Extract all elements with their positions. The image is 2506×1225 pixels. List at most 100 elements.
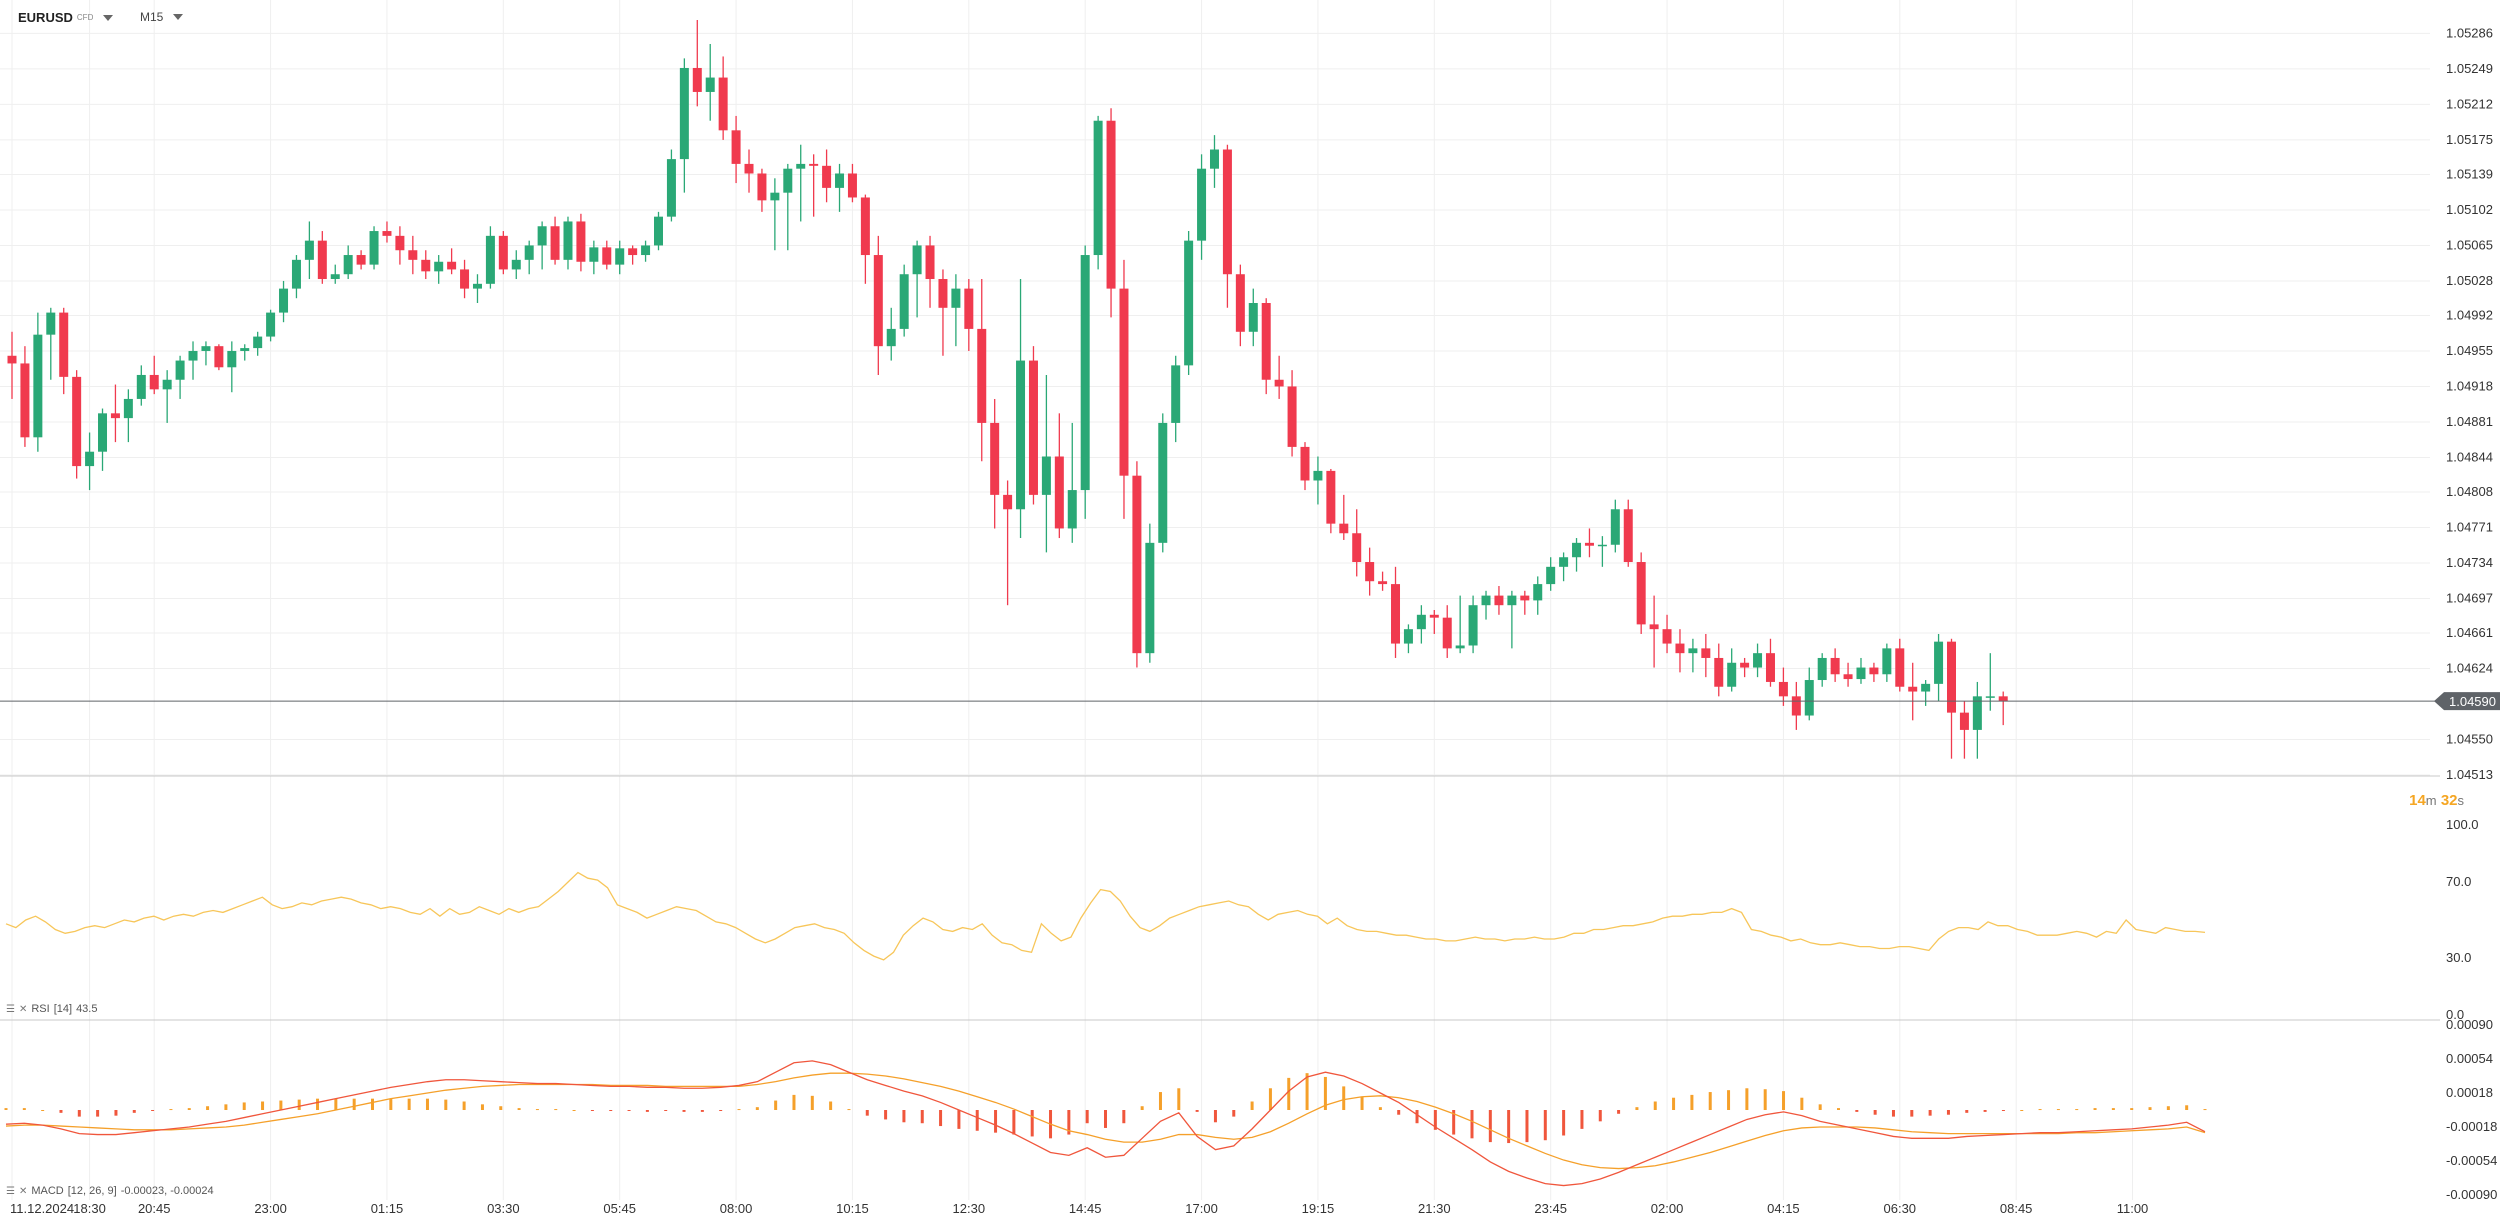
candle-body xyxy=(1921,683,1931,692)
time-axis-label: 11.12.2024 xyxy=(10,1201,74,1216)
candle-body xyxy=(1274,379,1284,387)
candle-body xyxy=(925,245,935,280)
candle xyxy=(1662,614,1672,654)
candle xyxy=(1972,681,1982,759)
macd-histogram-bar xyxy=(609,1110,613,1111)
candle-body xyxy=(1235,274,1245,332)
candle xyxy=(1235,264,1245,347)
macd-histogram-bar xyxy=(1782,1091,1786,1110)
macd-histogram-bar xyxy=(700,1110,704,1112)
candle-body xyxy=(1339,523,1349,534)
candle-body xyxy=(822,165,832,188)
candle xyxy=(835,163,845,212)
macd-histogram-bar xyxy=(627,1110,631,1111)
candle-body xyxy=(835,173,845,188)
candle xyxy=(317,231,327,284)
macd-histogram-bar xyxy=(352,1098,356,1110)
macd-histogram-bar xyxy=(810,1095,814,1110)
price-axis-tick: 1.05212 xyxy=(2446,96,2493,111)
macd-histogram-bar xyxy=(1617,1110,1621,1114)
candle-body xyxy=(201,346,211,351)
candle xyxy=(33,312,43,452)
candle xyxy=(977,279,987,462)
candle-body xyxy=(537,226,547,246)
candle-body xyxy=(744,163,754,174)
macd-histogram-bar xyxy=(2130,1108,2134,1110)
candle xyxy=(602,240,612,270)
close-icon[interactable]: ✕ xyxy=(18,1185,28,1197)
candle-body xyxy=(1714,657,1724,687)
candle-body xyxy=(1507,595,1517,606)
timeframe-selector[interactable]: M15 xyxy=(140,10,184,24)
macd-histogram-bar xyxy=(1452,1110,1456,1135)
candle-body xyxy=(1313,470,1323,481)
candle-body xyxy=(809,163,819,166)
macd-histogram-bar xyxy=(462,1101,466,1110)
candle-body xyxy=(1817,657,1827,681)
price-axis-tick: 1.05286 xyxy=(2446,25,2493,40)
candle xyxy=(731,115,741,184)
time-axis-label: 03:30 xyxy=(487,1201,520,1216)
candle xyxy=(1365,547,1375,596)
macd-histogram-bar xyxy=(206,1106,210,1110)
macd-histogram-bar xyxy=(1598,1110,1602,1122)
candle xyxy=(460,259,470,299)
candle xyxy=(1248,288,1258,347)
candle xyxy=(1003,480,1013,606)
macd-label: MACD xyxy=(31,1185,64,1197)
candle-body xyxy=(1649,624,1659,630)
candle xyxy=(1494,586,1504,615)
candle-body xyxy=(175,360,185,380)
macd-histogram-bar xyxy=(22,1108,26,1110)
close-icon[interactable]: ✕ xyxy=(18,1003,28,1015)
macd-histogram-bar xyxy=(994,1110,998,1133)
candle-body xyxy=(524,245,534,260)
candle-body xyxy=(98,413,108,452)
macd-histogram-bar xyxy=(755,1107,759,1110)
candle xyxy=(1947,638,1956,759)
candle-body xyxy=(1365,562,1375,582)
candle-body xyxy=(1442,617,1452,649)
candle xyxy=(356,250,366,270)
settings-icon[interactable]: ☰ xyxy=(6,1003,15,1015)
candle xyxy=(395,226,405,265)
settings-icon[interactable]: ☰ xyxy=(6,1185,15,1197)
candle xyxy=(46,307,56,380)
time-axis-label: 12:30 xyxy=(953,1201,986,1216)
macd-histogram-bar xyxy=(169,1109,173,1111)
candle xyxy=(85,432,95,491)
time-axis-label: 05:45 xyxy=(603,1201,636,1216)
candle-body xyxy=(1248,303,1258,332)
time-axis-label: 10:15 xyxy=(836,1201,869,1216)
candle-body xyxy=(1959,712,1969,730)
candle xyxy=(692,20,702,107)
candle-body xyxy=(847,173,857,198)
candle-body xyxy=(550,226,560,260)
macd-histogram-bar xyxy=(316,1098,320,1110)
macd-values: -0.00023, -0.00024 xyxy=(120,1185,214,1197)
symbol-selector[interactable]: EURUSD CFD xyxy=(18,10,114,25)
candle-body xyxy=(279,288,289,313)
macd-histogram-bar xyxy=(517,1108,521,1110)
candle-body xyxy=(1429,614,1439,618)
candle xyxy=(1080,245,1090,519)
candle xyxy=(279,280,289,323)
candle xyxy=(990,398,1000,529)
candle-body xyxy=(1636,562,1646,625)
macd-histogram-bar xyxy=(279,1100,283,1110)
macd-histogram-bar xyxy=(2038,1109,2042,1111)
price-axis-tick: 1.05249 xyxy=(2446,61,2493,76)
candle xyxy=(1416,605,1426,644)
candle-body xyxy=(1934,641,1944,684)
candle-body xyxy=(1559,557,1569,567)
candle xyxy=(679,58,689,193)
macd-histogram-bar xyxy=(1763,1089,1767,1110)
candle-body xyxy=(421,259,431,272)
macd-histogram-bar xyxy=(1287,1077,1291,1110)
macd-histogram-bar xyxy=(1122,1110,1126,1124)
candle xyxy=(20,346,30,447)
macd-histogram-bar xyxy=(902,1110,906,1123)
candle-body xyxy=(990,422,1000,495)
macd-axis-tick: 0.00090 xyxy=(2446,1017,2493,1032)
